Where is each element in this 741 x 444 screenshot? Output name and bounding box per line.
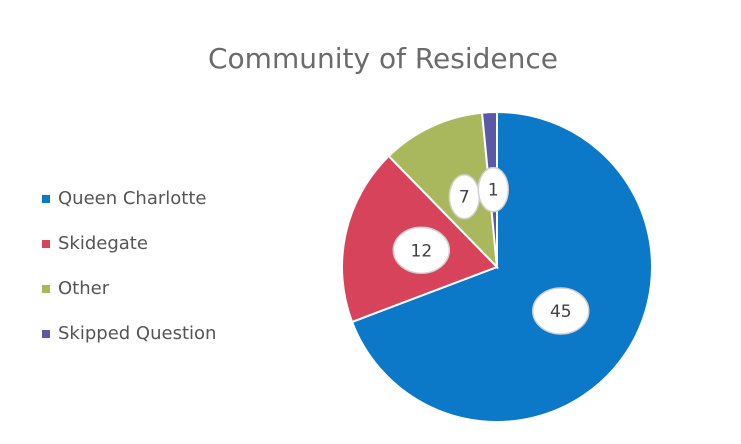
pie-slice: [387, 111, 499, 270]
legend-label: Skipped Question: [58, 323, 216, 344]
legend-swatch: [42, 195, 50, 203]
data-label-bubble: [477, 166, 510, 213]
data-label: 45: [550, 302, 572, 322]
legend-label: Other: [58, 278, 110, 299]
data-label-bubble: [392, 226, 451, 275]
legend-swatch: [42, 330, 50, 338]
pie-slice: [350, 110, 653, 423]
data-label: 1: [488, 181, 499, 201]
data-label: 7: [459, 188, 470, 208]
legend-swatch: [42, 285, 50, 293]
data-label: 12: [411, 241, 433, 261]
legend-label: Queen Charlotte: [58, 188, 206, 209]
data-label-bubble: [532, 287, 590, 335]
chart-title: Community of Residence: [208, 42, 558, 75]
legend-swatch: [42, 240, 50, 248]
legend-label: Skidegate: [58, 233, 148, 254]
